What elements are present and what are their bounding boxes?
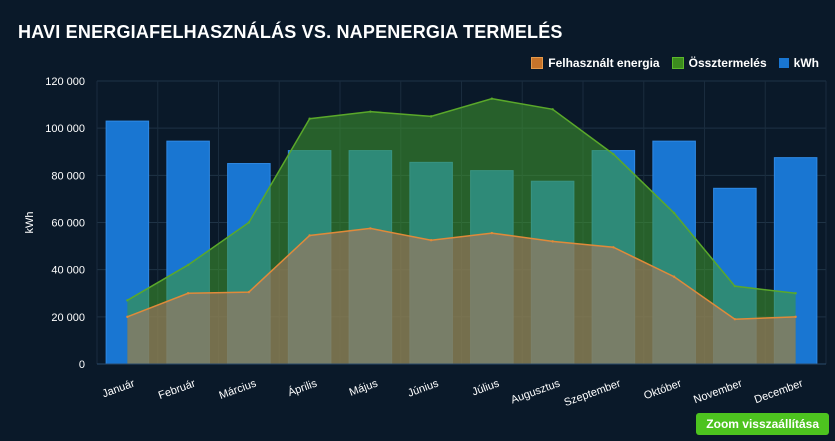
chart-legend: Felhasznált energia Össztermelés kWh xyxy=(531,56,819,70)
series-production-point xyxy=(794,292,797,295)
series-consumption-point xyxy=(794,315,797,319)
y-tick-label: 100 000 xyxy=(45,123,85,135)
series-production-point xyxy=(733,284,737,288)
series-production-point xyxy=(126,299,129,302)
x-tick-label: Június xyxy=(406,377,440,399)
x-tick-label: Május xyxy=(348,377,380,398)
x-tick-label: Október xyxy=(642,377,683,402)
legend-item-production[interactable]: Össztermelés xyxy=(671,56,767,70)
legend-swatch-production xyxy=(671,57,684,69)
x-tick-label: Április xyxy=(286,376,319,399)
series-production-point xyxy=(672,211,676,215)
zoom-reset-button[interactable]: Zoom visszaállítása xyxy=(696,413,829,435)
series-production-point xyxy=(247,221,251,224)
series-production-point xyxy=(186,263,190,267)
series-consumption-area xyxy=(127,228,796,364)
series-production-point xyxy=(490,97,494,100)
series-consumption-point xyxy=(551,240,554,243)
series-consumption-point xyxy=(308,234,311,237)
x-tick-label: Július xyxy=(470,377,501,398)
series-consumption-point xyxy=(612,246,615,249)
series-production-point xyxy=(551,108,554,111)
y-tick-label: 60 000 xyxy=(51,218,85,230)
y-tick-label: 120 000 xyxy=(45,76,85,88)
x-tick-label: Február xyxy=(157,377,198,402)
series-production-point xyxy=(612,152,615,156)
series-consumption-point xyxy=(369,227,372,230)
series-consumption-point xyxy=(126,315,129,319)
legend-label-consumption: Felhasznált energia xyxy=(548,56,660,70)
y-tick-label: 20 000 xyxy=(51,312,85,324)
x-tick-label: Szeptember xyxy=(563,377,623,409)
series-consumption-point xyxy=(247,290,251,294)
series-consumption-point xyxy=(186,292,190,295)
series-consumption-line xyxy=(127,227,796,320)
legend-label-kwh: kWh xyxy=(793,56,819,70)
chart-title: HAVI ENERGIAFELHASZNÁLÁS VS. NAPENERGIA … xyxy=(18,22,563,42)
legend-label-production: Össztermelés xyxy=(688,56,767,70)
series-consumption-point xyxy=(490,231,494,235)
x-tick-label: Augusztus xyxy=(509,377,562,406)
x-tick-label: November xyxy=(692,377,744,406)
x-tick-label: Január xyxy=(101,377,137,400)
legend-item-consumption[interactable]: Felhasznált energia xyxy=(531,56,660,70)
legend-item-kwh[interactable]: kWh xyxy=(778,56,819,70)
series-production-line xyxy=(126,97,796,301)
series-production-point xyxy=(369,110,372,113)
y-tick-label: 0 xyxy=(79,359,85,371)
series-consumption-point xyxy=(672,275,676,278)
series-production-point xyxy=(308,117,311,120)
x-tick-label: December xyxy=(753,377,805,406)
series-consumption-point xyxy=(429,238,433,242)
legend-swatch-kwh xyxy=(778,58,789,68)
y-axis-label: kWh xyxy=(24,212,36,234)
y-tick-label: 40 000 xyxy=(51,265,85,277)
legend-swatch-consumption xyxy=(531,57,544,69)
series-production-point xyxy=(429,115,433,118)
x-tick-label: Március xyxy=(218,377,259,402)
series-consumption-point xyxy=(733,317,737,321)
y-tick-label: 80 000 xyxy=(51,170,85,182)
